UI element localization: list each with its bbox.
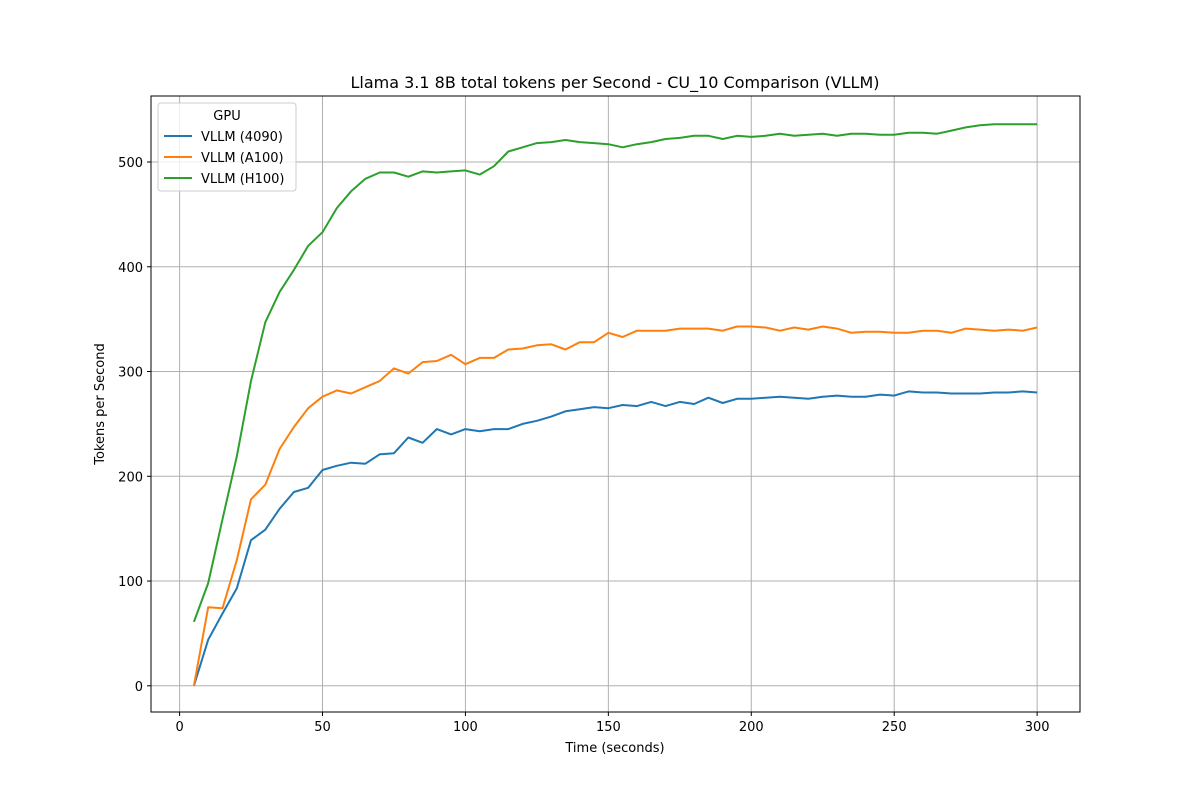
x-tick-label: 100 [453, 720, 478, 735]
x-tick-label: 150 [596, 720, 621, 735]
legend-label-2: VLLM (A100) [201, 151, 284, 166]
legend-label-1: VLLM (4090) [201, 130, 283, 145]
x-tick-label: 300 [1025, 720, 1050, 735]
y-axis-label: Tokens per Second [93, 343, 108, 465]
x-tick-label: 50 [314, 720, 331, 735]
y-tick-label: 200 [118, 470, 143, 485]
y-tick-label: 400 [118, 261, 143, 276]
x-tick-label: 250 [882, 720, 907, 735]
series-line-2 [192, 325, 1038, 686]
legend: GPU VLLM (4090) VLLM (A100) VLLM (H100) [157, 102, 297, 192]
series-line-1 [192, 390, 1038, 687]
legend-label-3: VLLM (H100) [201, 172, 284, 187]
series-line-3 [192, 123, 1038, 623]
plot-frame [150, 95, 1081, 713]
legend-title: GPU [213, 109, 240, 124]
ticks: 0 50 100 150 200 250 300 0 100 200 300 400 500 [118, 156, 1049, 735]
y-tick-label: 0 [135, 680, 143, 695]
x-tick-label: 0 [175, 720, 183, 735]
x-axis-label: Time (seconds) [564, 741, 664, 756]
grid [151, 96, 1080, 712]
y-tick-label: 300 [118, 366, 143, 381]
y-tick-label: 500 [118, 156, 143, 171]
x-tick-label: 200 [739, 720, 764, 735]
legend-entries: VLLM (4090) VLLM (A100) VLLM (H100) [164, 130, 284, 187]
chart-title: Llama 3.1 8B total tokens per Second - C… [350, 73, 879, 93]
legend-box [157, 102, 297, 192]
y-tick-label: 100 [118, 575, 143, 590]
series-layer [192, 123, 1038, 687]
